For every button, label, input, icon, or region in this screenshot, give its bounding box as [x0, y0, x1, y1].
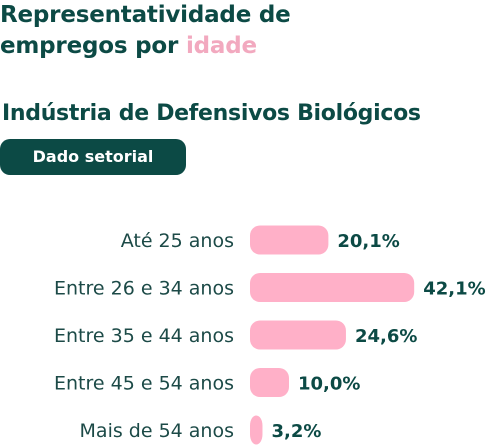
category-label: Mais de 54 anos	[80, 420, 234, 442]
title-line-2-accent: idade	[185, 33, 257, 59]
bar	[250, 320, 346, 350]
bar	[250, 368, 289, 397]
category-label: Entre 35 e 44 anos	[54, 325, 234, 347]
bar	[250, 415, 263, 445]
title-line-2-prefix: empregos por	[0, 33, 186, 59]
sector-data-badge: Dado setorial	[0, 139, 186, 175]
value-label: 24,6%	[355, 326, 417, 347]
value-label: 3,2%	[271, 421, 321, 442]
category-label: Até 25 anos	[121, 230, 234, 252]
chart-subtitle: Indústria de Defensivos Biológicos	[2, 101, 421, 126]
value-label: 10,0%	[298, 374, 360, 395]
value-label: 42,1%	[423, 279, 485, 300]
title-line-1: Representatividade de	[0, 2, 291, 28]
category-label: Entre 26 e 34 anos	[54, 278, 234, 300]
chart-title: Representatividade de empregos por idade	[0, 0, 494, 62]
bar-chart: Até 25 anos 20,1% Entre 26 e 34 anos 42,1% E…	[54, 225, 486, 445]
category-label: Entre 45 e 54 anos	[54, 373, 234, 395]
value-label: 20,1%	[337, 231, 399, 252]
bar	[250, 273, 415, 302]
bar	[250, 225, 329, 255]
